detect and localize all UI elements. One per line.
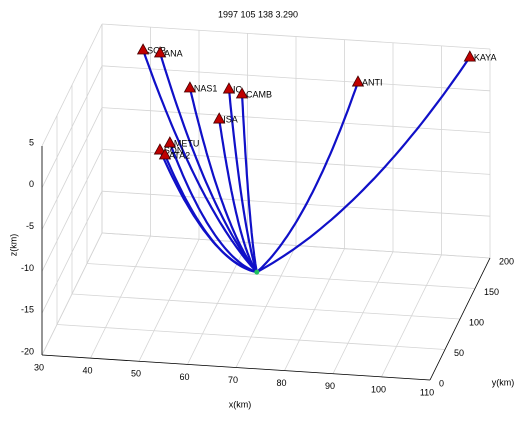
z-tick-label: 0 (29, 179, 34, 189)
grid-line (41, 107, 103, 230)
x-tick-label: 50 (131, 369, 141, 379)
x-tick-label: 40 (82, 366, 92, 376)
z-axis-label: z(km) (8, 234, 18, 257)
ray-path (256, 56, 471, 274)
station-marker (235, 87, 249, 99)
grid-line (86, 263, 476, 289)
ray-path (159, 52, 258, 273)
grid-line (41, 191, 103, 314)
station-marker (351, 75, 365, 87)
y-tick-label: 100 (469, 317, 484, 327)
z-tick-label: 5 (29, 137, 34, 147)
station-label: KAYA (474, 52, 497, 62)
z-tick-label: -15 (21, 305, 34, 315)
grid-line (101, 65, 491, 92)
y-tick-label: 50 (454, 348, 464, 358)
station-marker (136, 43, 150, 55)
y-axis (429, 257, 491, 381)
station-marker (222, 82, 236, 94)
grid-line (41, 232, 103, 356)
station-marker (153, 143, 167, 155)
station-label: ANA (164, 48, 183, 58)
station-label: METU (174, 138, 200, 148)
station-label: ISA (223, 114, 238, 124)
station-label: IC (233, 84, 243, 94)
ray-path (240, 93, 258, 273)
station-marker (213, 112, 226, 124)
station-label: SOB (147, 45, 166, 55)
station-label: CAMB (246, 89, 272, 99)
y-tick-label: 200 (499, 256, 514, 266)
ray-path (256, 81, 360, 273)
chart-title: 1997 105 138 3.290 (218, 9, 298, 19)
y-tick-label: 0 (439, 378, 444, 388)
station-marker (183, 81, 197, 93)
ray-path (218, 118, 258, 273)
x-tick-label: 60 (179, 372, 189, 382)
x-tick-label: 70 (228, 375, 238, 385)
y-axis-label: y(km) (492, 377, 515, 387)
z-tick-label: -5 (26, 221, 34, 231)
grid-line (101, 232, 491, 259)
x-axis-label: x(km) (229, 399, 252, 409)
ray-path (188, 87, 258, 273)
y-tick-label: 150 (484, 287, 499, 297)
x-tick-label: 80 (276, 378, 286, 388)
grid-line (41, 65, 103, 188)
station-marker (463, 50, 477, 62)
grid-line (41, 149, 103, 272)
x-tick-label: 100 (371, 384, 386, 394)
x-tick-label: 90 (325, 381, 335, 391)
station-marker (158, 148, 172, 160)
grid-line (101, 190, 491, 217)
station-label: ATA2 (169, 150, 190, 160)
station-label: SON (164, 145, 184, 155)
z-tick-label: -10 (21, 263, 34, 273)
station-label: NAS1 (194, 83, 218, 93)
source-marker (254, 269, 260, 275)
grid-line (56, 324, 446, 350)
ray-path (227, 88, 258, 273)
grid-line (41, 23, 103, 147)
ray-path (142, 49, 258, 273)
grid-line (71, 293, 461, 320)
x-tick-label: 30 (34, 362, 44, 372)
station-marker (153, 46, 167, 58)
ray-path (163, 154, 258, 274)
x-axis (41, 354, 431, 381)
ray-path (168, 142, 258, 274)
z-tick-label: -20 (21, 346, 34, 356)
x-tick-label: 110 (420, 387, 434, 397)
station-marker (163, 136, 177, 148)
station-label: ANTI (362, 77, 383, 87)
grid-line (101, 23, 491, 50)
